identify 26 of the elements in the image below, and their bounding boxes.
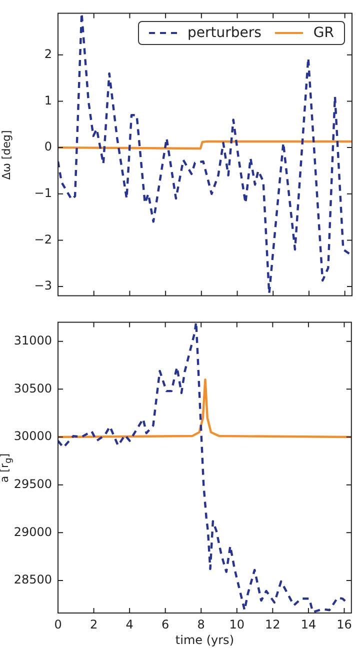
y-tick-label: 0 [44, 140, 52, 154]
y-tick-label: 2 [44, 47, 52, 62]
x-tick-label: 8 [197, 617, 205, 632]
x-tick-label: 14 [300, 617, 316, 632]
y-tick-label: 29500 [14, 476, 52, 491]
x-tick-label: 0 [54, 617, 62, 632]
legend-label: GR [313, 25, 334, 42]
y-axis-title: Δω [deg] [0, 130, 13, 180]
y-tick-label: −1 [34, 186, 52, 200]
y-tick-label: 1 [44, 93, 52, 108]
legend-label: perturbers [187, 25, 262, 42]
y-tick-label: 30000 [14, 429, 52, 444]
y-tick-label: 31000 [14, 333, 52, 348]
y-tick-label: 30500 [14, 381, 52, 396]
x-tick-label: 12 [265, 617, 280, 632]
x-tick-label: 16 [336, 617, 352, 632]
line-series [58, 13, 351, 295]
y-tick-label: −3 [34, 278, 52, 293]
x-axis-title: time (yrs) [175, 632, 234, 647]
y-tick-label: −2 [34, 232, 52, 246]
x-tick-label: 4 [126, 617, 134, 632]
y-tick-label: 29000 [14, 524, 52, 539]
x-tick-label: 6 [162, 617, 170, 632]
x-tick-label: 10 [229, 617, 245, 632]
y-tick-label: 28500 [14, 572, 52, 587]
x-tick-label: 2 [90, 617, 98, 632]
